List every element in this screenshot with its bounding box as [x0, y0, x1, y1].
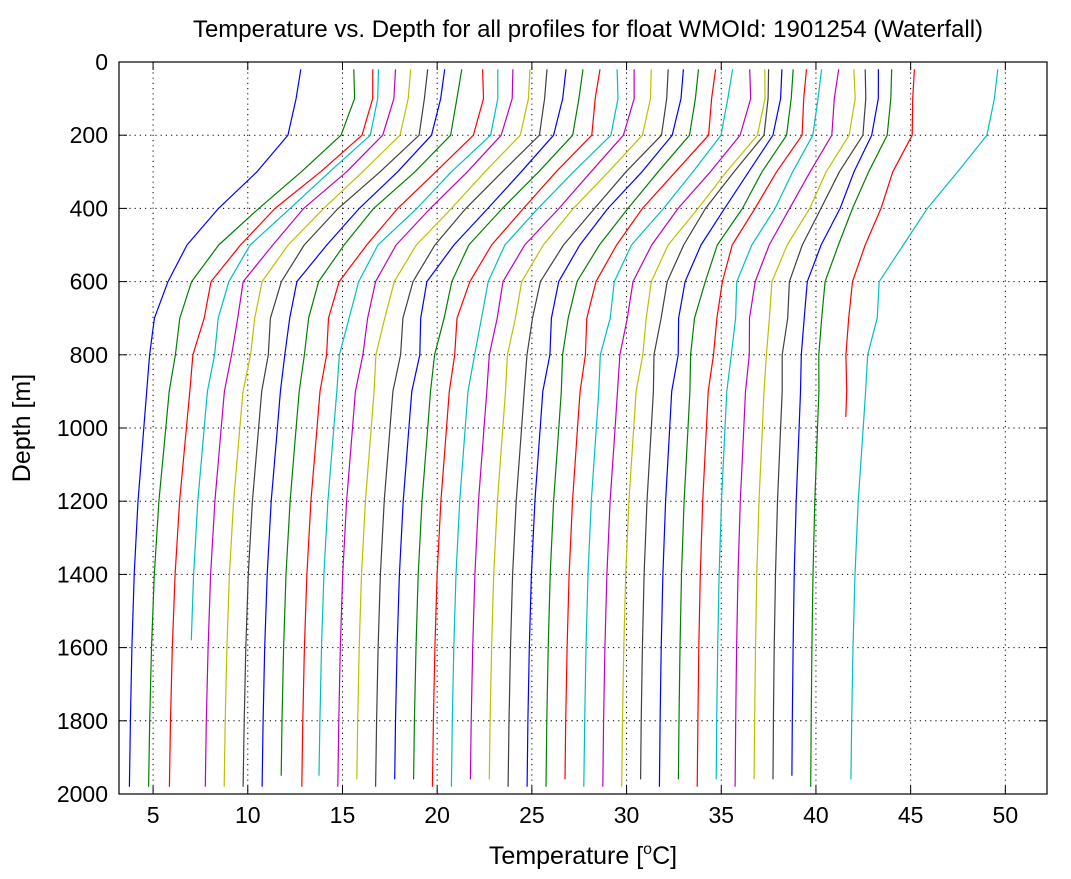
profile-line — [845, 69, 915, 418]
y-tick-label: 1200 — [57, 488, 108, 514]
profile-line — [375, 69, 548, 787]
profile-line — [715, 69, 823, 780]
profile-line — [261, 69, 446, 787]
profile-line — [621, 69, 766, 787]
profile-line — [564, 69, 717, 780]
x-axis-title: Temperature [oC] — [489, 841, 677, 870]
y-tick-label: 1800 — [57, 708, 108, 734]
profile-line — [128, 69, 302, 787]
profile-line — [450, 69, 619, 787]
profile-line — [190, 69, 380, 641]
x-tick-label: 30 — [614, 802, 640, 828]
profile-line — [583, 69, 734, 787]
x-tick-label: 15 — [330, 802, 356, 828]
profile-line — [791, 69, 879, 776]
profile-line — [204, 69, 397, 787]
profile-line — [318, 69, 499, 776]
x-tick-label: 20 — [424, 802, 450, 828]
x-tick-label: 45 — [898, 802, 924, 828]
x-tick-label: 5 — [147, 802, 160, 828]
y-tick-label: 600 — [70, 269, 108, 295]
x-tick-label: 50 — [993, 802, 1019, 828]
series-group — [128, 69, 999, 787]
profile-line — [772, 69, 867, 780]
y-axis: 0 200 400 600 800 1000 1200 1400 1600 1800 2000 — [57, 49, 1047, 807]
y-tick-label: 400 — [70, 195, 108, 221]
profile-line — [469, 69, 635, 780]
profile-line — [696, 69, 808, 787]
x-axis-title-end: C] — [652, 842, 677, 870]
profile-line — [337, 69, 514, 787]
x-tick-label: 40 — [803, 802, 829, 828]
x-tick-label: 10 — [235, 802, 261, 828]
profile-line — [658, 69, 783, 787]
profile-line — [148, 69, 356, 787]
profile-line — [677, 69, 794, 780]
profile-line — [526, 69, 684, 787]
x-tick-label: 25 — [519, 802, 545, 828]
profile-line — [734, 69, 840, 787]
profile-line — [242, 69, 429, 787]
profile-line — [753, 69, 856, 780]
profile-line — [810, 69, 893, 787]
x-axis-title-sup: o — [643, 841, 652, 858]
y-tick-label: 1000 — [57, 415, 108, 441]
y-tick-label: 200 — [70, 122, 108, 148]
x-axis: 5 10 15 20 25 30 35 40 45 50 — [147, 62, 1018, 828]
profile-line — [431, 69, 601, 787]
y-tick-label: 0 — [95, 49, 108, 75]
profile-line — [301, 69, 485, 787]
y-tick-label: 2000 — [57, 781, 108, 807]
profile-line — [602, 69, 752, 787]
x-tick-label: 35 — [708, 802, 734, 828]
profile-line — [394, 69, 567, 780]
y-tick-label: 1400 — [57, 561, 108, 587]
y-axis-title: Depth [m] — [8, 374, 36, 482]
profile-line — [168, 69, 374, 787]
profile-line — [488, 69, 652, 780]
chart-title: Temperature vs. Depth for all profiles f… — [193, 16, 983, 43]
profile-line — [545, 69, 700, 787]
profile-line — [640, 69, 770, 780]
y-tick-label: 1600 — [57, 635, 108, 661]
profile-line — [413, 69, 584, 780]
profile-line — [356, 69, 531, 780]
profile-line — [223, 69, 412, 787]
y-tick-label: 800 — [70, 342, 108, 368]
x-axis-title-main: Temperature [ — [489, 842, 643, 870]
profile-line — [507, 69, 669, 787]
profile-line — [850, 69, 999, 780]
profile-line — [280, 69, 463, 776]
